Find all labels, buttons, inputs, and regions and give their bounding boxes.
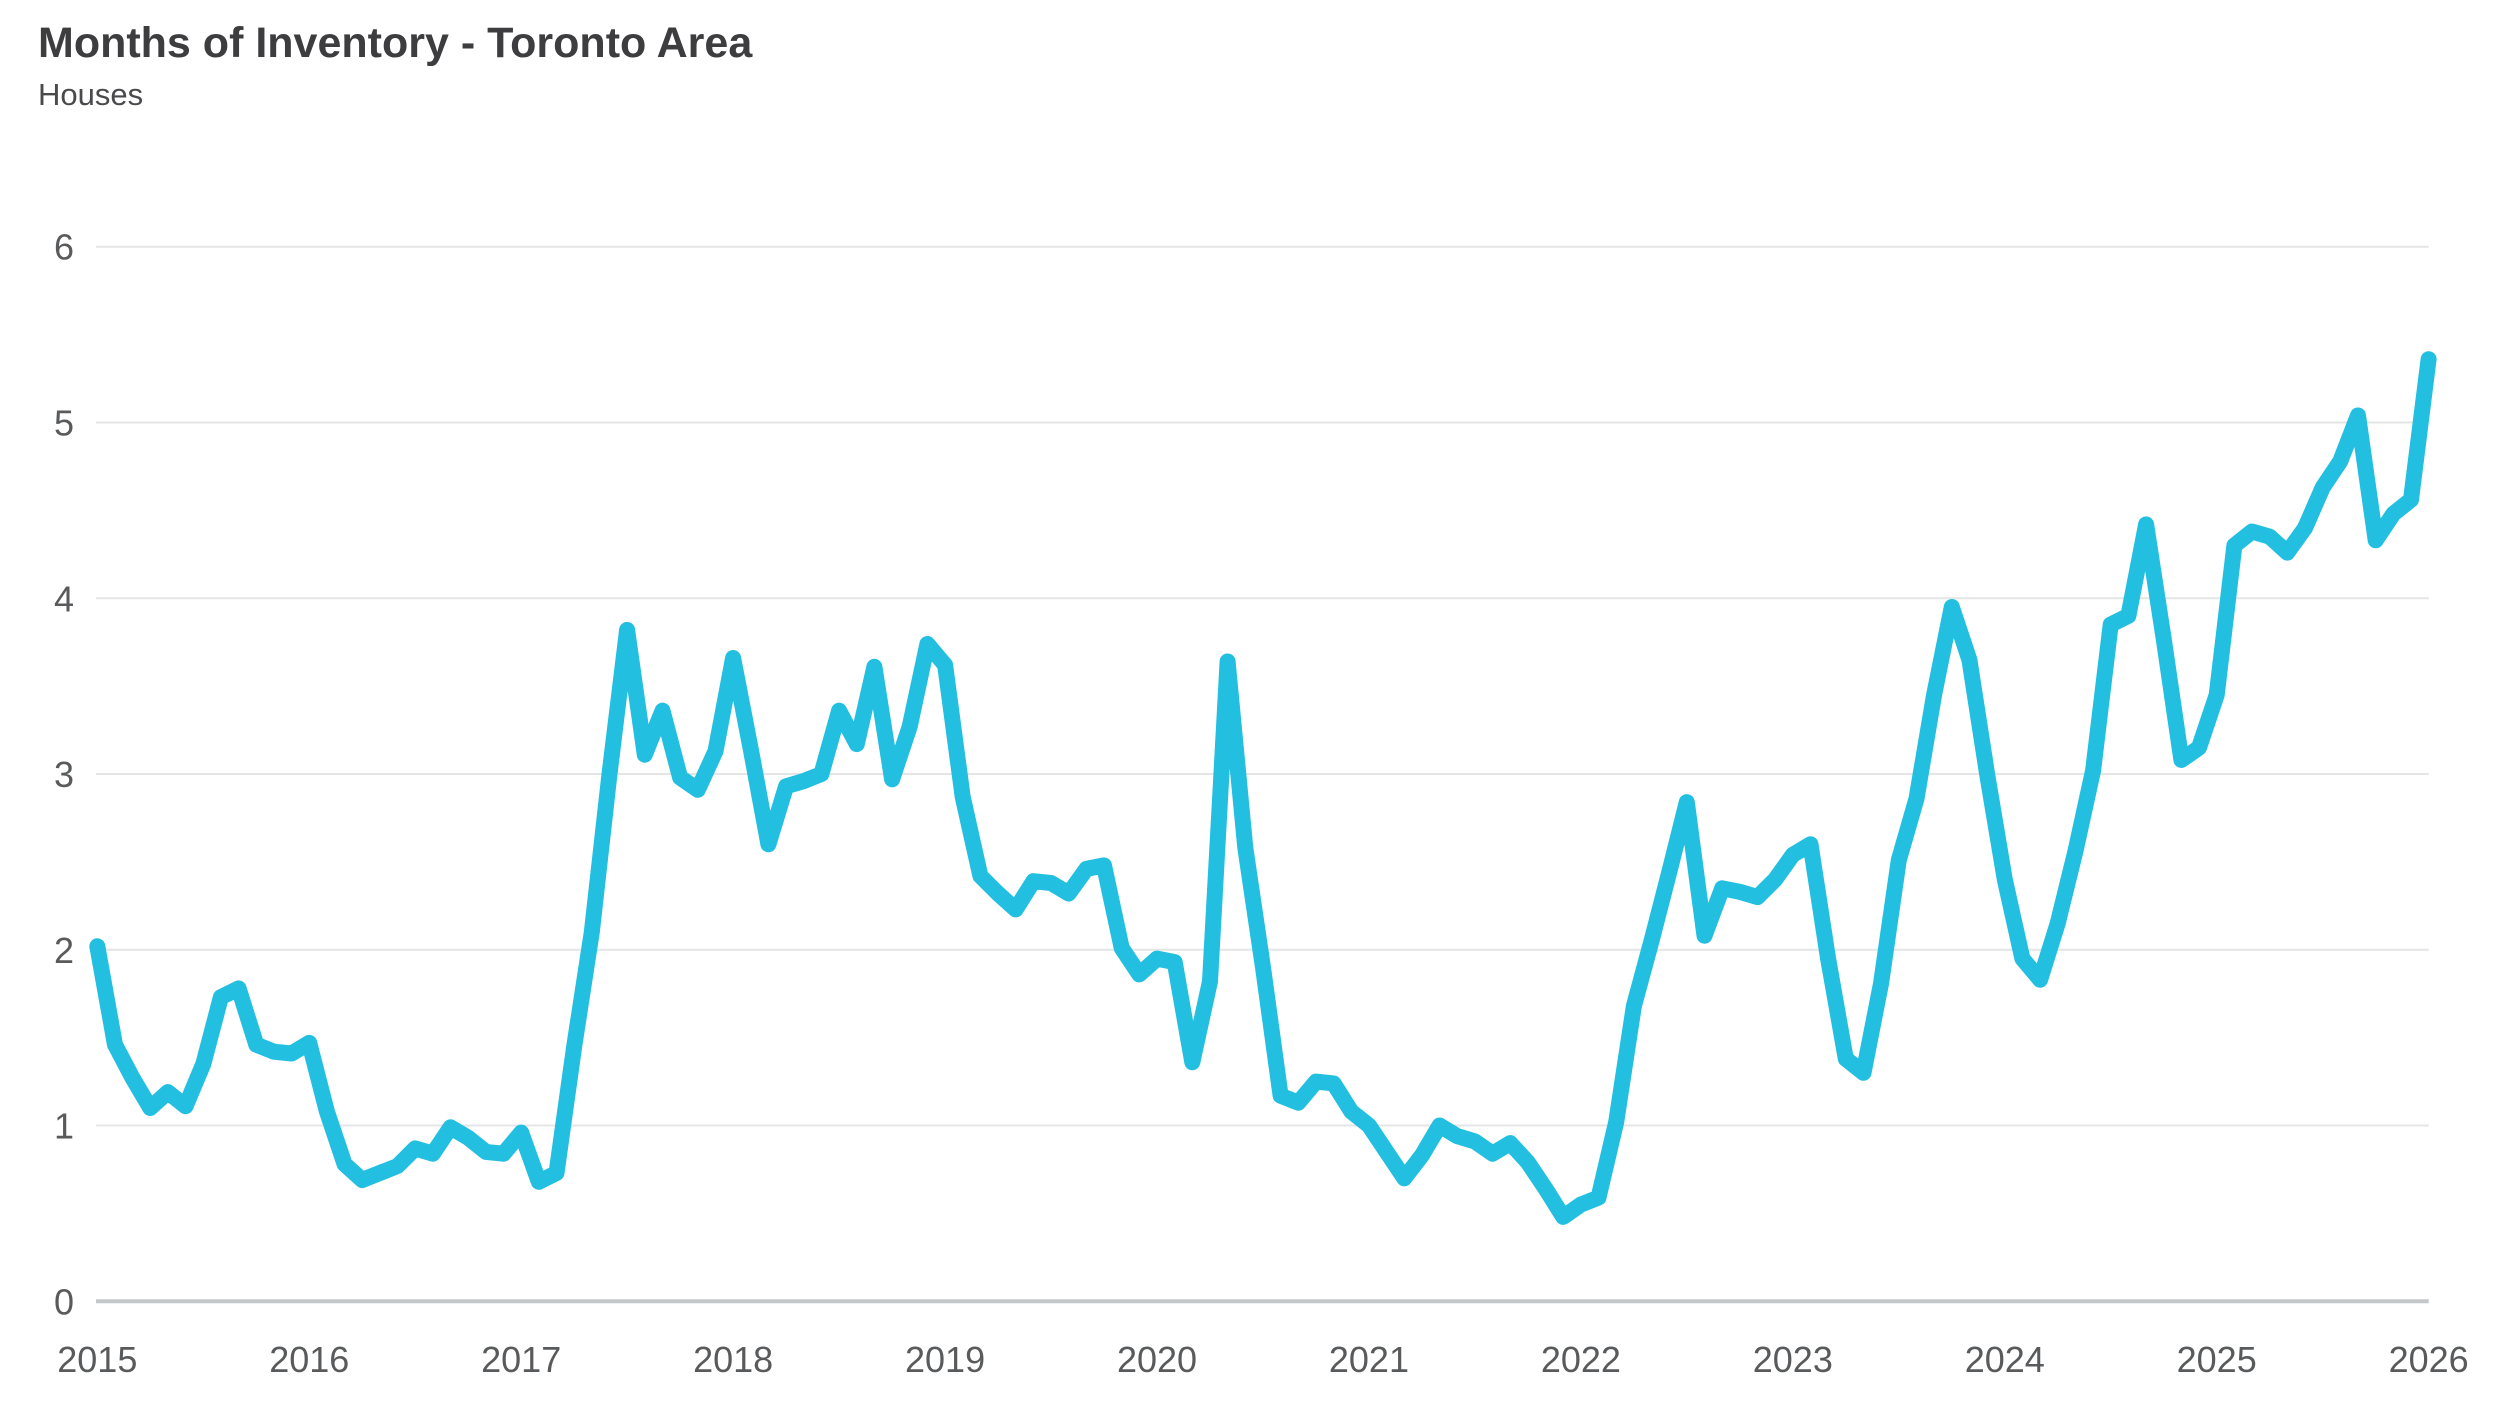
y-axis-label-3: 3: [54, 754, 74, 795]
chart-title: Months of Inventory - Toronto Area: [38, 19, 753, 67]
x-axis-label-2024: 2024: [1965, 1339, 2045, 1380]
y-axis-label-5: 5: [54, 403, 74, 444]
y-axis-label-2: 2: [54, 930, 74, 971]
y-axis-label-6: 6: [54, 227, 74, 268]
inventory-line-series: [89, 351, 2437, 1225]
x-axis-labels-group: 2015 2016 2017 2018 2019 2020 2021 2022 2023 2024…: [57, 1339, 2468, 1380]
chart-header: Months of Inventory - Toronto Area House…: [38, 19, 753, 113]
x-axis-label-2020: 2020: [1117, 1339, 1197, 1380]
x-axis-label-2022: 2022: [1541, 1339, 1621, 1380]
x-axis-label-2026: 2026: [2389, 1339, 2469, 1380]
x-axis-label-2019: 2019: [905, 1339, 985, 1380]
gridlines-group: [96, 245, 2429, 1304]
y-axis-label-1: 1: [54, 1106, 74, 1147]
x-axis-label-2021: 2021: [1329, 1339, 1409, 1380]
chart-subtitle: Houses: [38, 77, 144, 113]
y-axis-label-0: 0: [54, 1281, 74, 1322]
y-axis-labels-group: 0 1 2 3 4 5 6: [54, 227, 74, 1323]
y-axis-label-4: 4: [54, 578, 74, 619]
x-axis-label-2023: 2023: [1753, 1339, 1833, 1380]
x-axis-label-2025: 2025: [2177, 1339, 2257, 1380]
x-axis-label-2017: 2017: [481, 1339, 561, 1380]
x-axis-label-2018: 2018: [693, 1339, 773, 1380]
x-axis-label-2016: 2016: [269, 1339, 349, 1380]
x-axis-label-2015: 2015: [57, 1339, 137, 1380]
